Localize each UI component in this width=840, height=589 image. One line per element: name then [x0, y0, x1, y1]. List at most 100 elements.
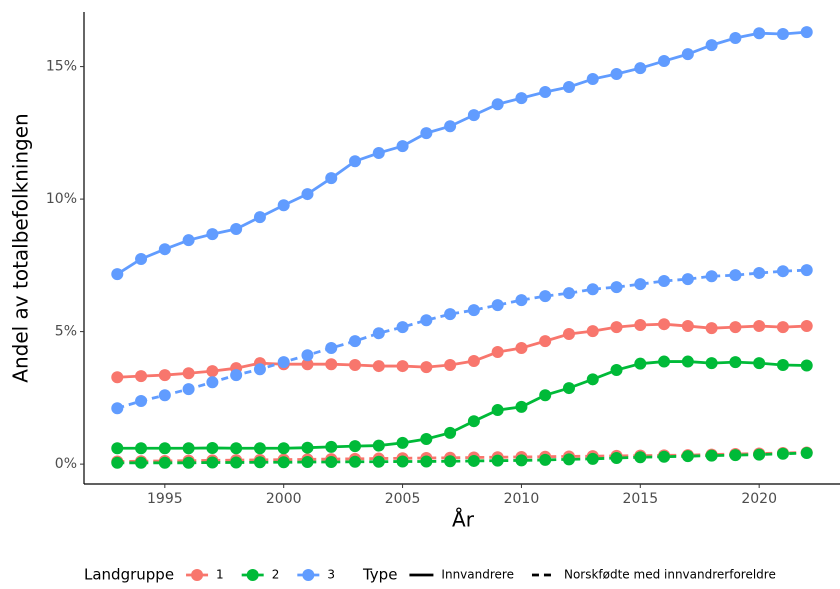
point — [562, 287, 575, 300]
point — [515, 400, 528, 413]
point — [396, 436, 409, 449]
point — [111, 456, 124, 469]
point — [182, 383, 195, 396]
point — [776, 359, 789, 372]
point — [610, 68, 623, 81]
point — [729, 449, 742, 462]
point — [349, 440, 362, 453]
point — [111, 442, 124, 455]
point — [800, 446, 813, 459]
point — [681, 48, 694, 61]
y-tick-label: 10% — [46, 191, 77, 207]
point — [135, 456, 148, 469]
point — [349, 335, 362, 348]
point — [182, 367, 195, 380]
point — [634, 357, 647, 370]
x-tick-label: 2005 — [385, 491, 421, 507]
point — [396, 360, 409, 373]
point — [467, 454, 480, 467]
point — [467, 355, 480, 368]
point — [325, 358, 338, 371]
point — [206, 376, 219, 389]
point — [610, 364, 623, 377]
point — [467, 109, 480, 122]
point — [182, 456, 195, 469]
point — [491, 404, 504, 417]
point — [753, 448, 766, 461]
point — [420, 455, 433, 468]
point — [325, 440, 338, 453]
point — [230, 442, 243, 455]
point — [277, 442, 290, 455]
point — [444, 426, 457, 439]
point — [800, 26, 813, 39]
point — [658, 450, 671, 463]
point — [420, 432, 433, 445]
point — [253, 456, 266, 469]
point — [135, 395, 148, 408]
x-tick-label: 1995 — [147, 491, 183, 507]
point — [562, 453, 575, 466]
point — [372, 146, 385, 159]
legend-label: 1 — [216, 568, 224, 582]
point — [230, 223, 243, 236]
point — [444, 359, 457, 372]
point — [515, 294, 528, 307]
point — [111, 268, 124, 281]
point — [301, 441, 314, 454]
point — [325, 456, 338, 469]
point — [158, 442, 171, 455]
point — [444, 120, 457, 133]
point — [349, 455, 362, 468]
point — [634, 318, 647, 331]
point — [158, 389, 171, 402]
point — [206, 228, 219, 241]
point — [753, 267, 766, 280]
legend-label: 3 — [327, 568, 335, 582]
point — [325, 172, 338, 185]
point — [396, 321, 409, 334]
point — [372, 455, 385, 468]
point — [776, 321, 789, 334]
point — [586, 283, 599, 296]
point — [301, 456, 314, 469]
point — [539, 290, 552, 303]
point — [658, 274, 671, 287]
point — [515, 342, 528, 355]
legend-title: Landgruppe — [84, 566, 174, 584]
point — [301, 188, 314, 201]
point — [729, 321, 742, 334]
point — [729, 31, 742, 44]
y-tick-label: 5% — [55, 324, 77, 340]
point — [277, 199, 290, 212]
series-line — [117, 322, 807, 379]
point — [301, 349, 314, 362]
point — [634, 451, 647, 464]
point — [301, 358, 314, 371]
point — [800, 359, 813, 372]
point — [705, 322, 718, 335]
point — [515, 454, 528, 467]
point — [705, 449, 718, 462]
point — [372, 327, 385, 340]
point — [206, 365, 219, 378]
x-tick-label: 2010 — [504, 491, 540, 507]
point — [444, 455, 457, 468]
point — [705, 270, 718, 283]
series-line — [117, 360, 807, 450]
point — [610, 281, 623, 294]
legend-key-point — [191, 569, 204, 581]
point — [135, 252, 148, 265]
point — [729, 269, 742, 282]
legend-label: Innvandrere — [441, 568, 514, 582]
point — [467, 415, 480, 428]
x-tick-label: 2000 — [266, 491, 302, 507]
legend-label: 2 — [272, 568, 280, 582]
y-tick-label: 0% — [55, 456, 77, 472]
point — [776, 447, 789, 460]
point — [158, 369, 171, 382]
point — [586, 452, 599, 465]
point — [277, 356, 290, 369]
point — [230, 369, 243, 382]
